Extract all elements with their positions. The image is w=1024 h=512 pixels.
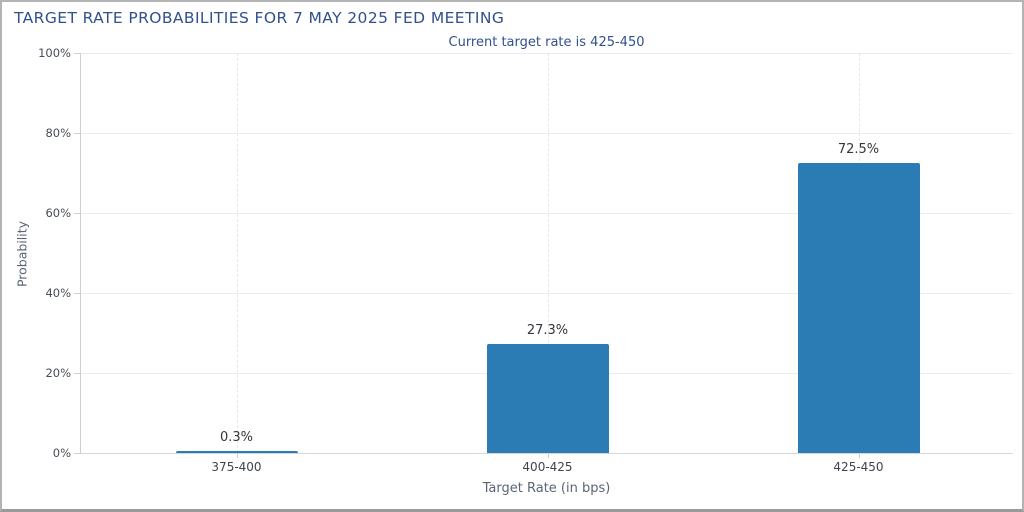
y-tick-label: 60% [45, 206, 71, 220]
y-tick-label: 80% [45, 126, 71, 140]
y-tick-mark [74, 53, 81, 54]
x-tick-label: 425-450 [833, 460, 884, 474]
chart-subtitle: Current target rate is 425-450 [448, 35, 645, 50]
bar-400-425 [486, 343, 609, 453]
x-tick-mark [547, 453, 549, 458]
y-axis-title: Probability [14, 220, 30, 288]
y-tick-label: 100% [38, 46, 71, 60]
plot-area: 0% 20% 40% 60% 80% 100% 0.3% 375-400 27.3% 400-42… [38, 46, 1013, 474]
x-tick-mark [236, 453, 238, 458]
x-axis-title: Target Rate (in bps) [482, 481, 611, 496]
y-tick-label: 40% [45, 286, 71, 300]
y-tick-mark [74, 133, 81, 134]
y-tick-mark [74, 453, 81, 454]
chart-title: TARGET RATE PROBABILITIES FOR 7 MAY 2025… [14, 9, 505, 27]
x-gridline [547, 53, 549, 453]
y-gridline [81, 453, 1013, 454]
y-tick-mark [74, 293, 81, 294]
y-gridline [81, 53, 1013, 54]
x-gridline [236, 53, 238, 453]
y-tick-label: 20% [45, 366, 71, 380]
bar-375-400 [175, 451, 298, 453]
x-tick-mark [858, 453, 860, 458]
bar-value-label: 27.3% [526, 322, 569, 338]
bar-425-450 [797, 163, 920, 453]
y-tick-mark [74, 213, 81, 214]
y-gridline [81, 293, 1013, 294]
x-tick-label: 400-425 [522, 460, 573, 474]
bar-value-label: 0.3% [219, 430, 254, 445]
y-tick-mark [74, 373, 81, 374]
x-tick-label: 375-400 [211, 460, 262, 474]
bar-value-label: 72.5% [837, 142, 880, 157]
y-gridline [81, 133, 1013, 134]
y-gridline [81, 213, 1013, 214]
y-tick-label: 0% [52, 446, 71, 460]
